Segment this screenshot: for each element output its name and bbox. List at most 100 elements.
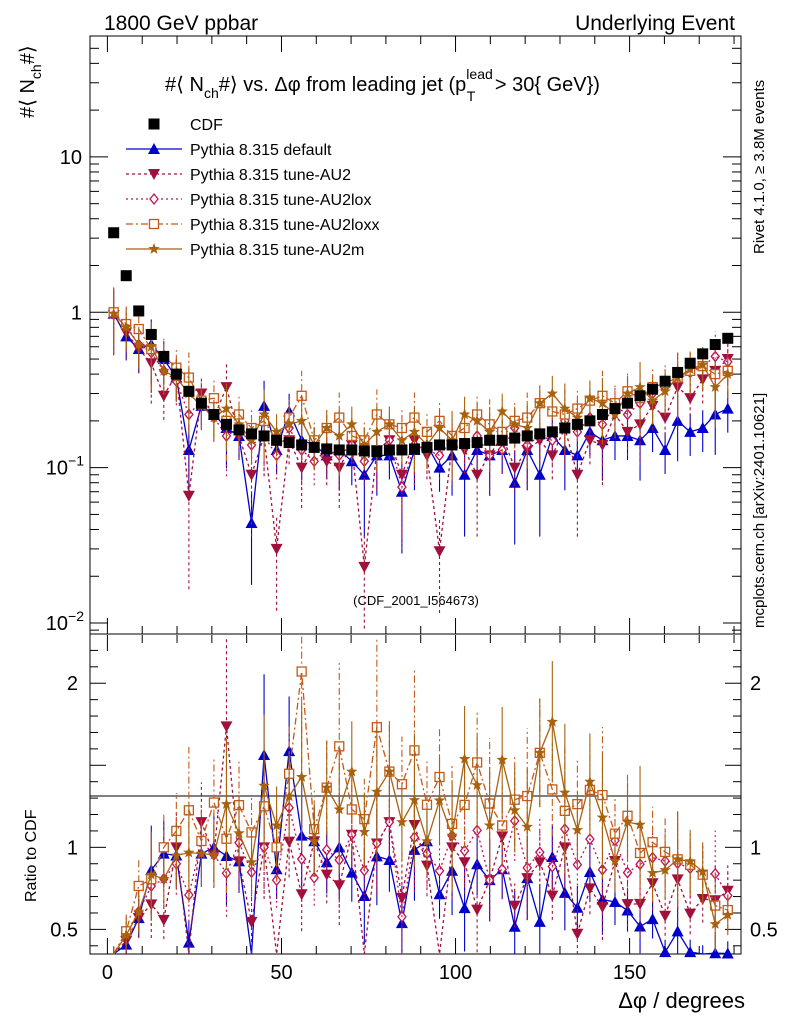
cdf-point xyxy=(684,357,696,369)
x-tick-label: 150 xyxy=(613,962,646,984)
ratio-tick-label-right: 1 xyxy=(750,837,761,859)
cdf-point xyxy=(308,441,320,453)
x-axis-label: Δφ / degrees xyxy=(618,988,745,1013)
ratio-point xyxy=(245,916,258,928)
y-tick-label: 10 xyxy=(60,147,82,169)
cdf-point xyxy=(195,397,207,409)
ratio-tick-label: 2 xyxy=(67,673,78,695)
data-point xyxy=(295,462,308,474)
cdf-point xyxy=(108,227,120,239)
cdf-point xyxy=(521,430,533,442)
main-frame xyxy=(89,35,742,635)
header-right: Underlying Event xyxy=(575,12,735,35)
y-axis-label: #⟨ Nch#⟩ xyxy=(17,45,44,118)
cdf-point xyxy=(358,445,370,457)
ratio-point xyxy=(320,869,333,881)
legend-marker xyxy=(148,218,160,230)
ratio-point xyxy=(321,843,332,856)
cdf-point xyxy=(283,437,295,449)
data-point xyxy=(270,543,283,555)
ratio-tick-label: 1 xyxy=(67,837,78,859)
cdf-point xyxy=(258,430,270,442)
cdf-point xyxy=(709,339,721,351)
data-point xyxy=(508,462,521,474)
series-line xyxy=(113,311,728,442)
cdf-point xyxy=(271,434,283,446)
cdf-point xyxy=(446,439,458,451)
ratio-series-2 xyxy=(113,636,734,955)
series-3 xyxy=(108,288,733,549)
series-line xyxy=(113,314,729,567)
ratio-point xyxy=(208,797,220,808)
data-point xyxy=(182,490,195,502)
header-left: 1800 GeV ppbar xyxy=(104,12,258,35)
rivet-label: Rivet 4.1.0, ≥ 3.8M events xyxy=(751,80,768,254)
cdf-point xyxy=(371,446,383,458)
cdf-point xyxy=(672,366,684,378)
cdf-point xyxy=(496,434,508,446)
cdf-point xyxy=(659,375,671,387)
ratio-y-label: Ratio to CDF xyxy=(23,809,40,902)
cdf-point xyxy=(546,426,558,438)
ratio-point xyxy=(497,863,508,876)
ratio-point xyxy=(157,914,170,926)
data-point xyxy=(721,402,734,414)
cdf-point xyxy=(133,305,145,317)
ratio-line xyxy=(113,671,728,955)
cdf-point xyxy=(246,428,258,440)
legend-label: Pythia 8.315 tune-AU2 xyxy=(190,167,351,184)
axes-layer: 0 50 100 150 10 1 10−1 10−2 2 2 1 1 0.5 0.5 xyxy=(46,35,778,984)
ratio-point xyxy=(583,883,596,895)
cdf-point xyxy=(509,432,521,444)
ratio-series-1 xyxy=(113,674,734,959)
cdf-point xyxy=(333,444,345,456)
series-line xyxy=(113,313,729,447)
ratio-tick-label-right: 2 xyxy=(750,673,761,695)
cdf-point xyxy=(697,348,709,360)
cdf-point xyxy=(396,444,408,456)
main-plot-layer xyxy=(107,227,734,629)
ratio-point xyxy=(434,864,445,877)
cdf-point xyxy=(596,408,608,420)
data-point xyxy=(596,439,609,451)
ratio-point xyxy=(283,836,296,848)
cdf-point xyxy=(434,439,446,451)
cdf-point xyxy=(145,328,157,340)
cdf-point xyxy=(559,422,571,434)
cdf-point xyxy=(484,434,496,446)
series-cdf xyxy=(108,227,734,458)
ratio-point xyxy=(722,908,734,920)
legend: CDF Pythia 8.315 default Pythia 8.315 tune… xyxy=(126,117,379,259)
ratio-point xyxy=(621,899,634,911)
cdf-point xyxy=(183,385,195,397)
ratio-tick-label: 0.5 xyxy=(50,919,78,941)
y-tick-label: 1 xyxy=(71,302,82,324)
ratio-point xyxy=(258,779,270,791)
cdf-point xyxy=(408,443,420,455)
ratio-tick-label-right: 0.5 xyxy=(750,919,778,941)
series-line xyxy=(113,313,729,524)
cdf-point xyxy=(233,424,245,436)
ratio-point xyxy=(659,910,672,922)
cdf-point xyxy=(321,443,333,455)
ratio-point xyxy=(508,900,521,912)
legend-marker xyxy=(148,243,160,254)
data-point xyxy=(710,350,721,363)
legend-label: Pythia 8.315 tune-AU2m xyxy=(190,242,364,259)
cdf-point xyxy=(571,418,583,430)
cdf-point xyxy=(421,441,433,453)
data-point xyxy=(108,307,120,319)
ratio-line xyxy=(113,719,729,955)
cdf-point xyxy=(158,350,170,362)
ratio-series-5 xyxy=(113,661,734,955)
legend-label: CDF xyxy=(190,117,223,134)
ratio-point xyxy=(496,753,508,765)
ratio-point xyxy=(571,928,584,940)
cdf-point xyxy=(220,418,232,430)
cdf-point xyxy=(534,428,546,440)
legend-label: Pythia 8.315 tune-AU2loxx xyxy=(190,217,379,234)
legend-label: Pythia 8.315 default xyxy=(190,142,332,159)
data-point xyxy=(722,368,734,379)
cdf-point xyxy=(208,408,220,420)
